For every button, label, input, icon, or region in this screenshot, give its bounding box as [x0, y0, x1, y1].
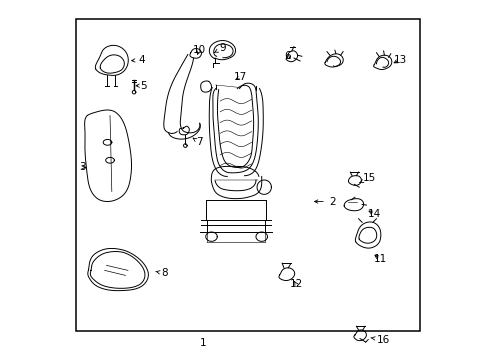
Text: 8: 8 — [156, 268, 167, 278]
Text: 9: 9 — [214, 43, 225, 53]
Text: 13: 13 — [392, 55, 406, 65]
Text: 15: 15 — [359, 173, 375, 183]
Text: 7: 7 — [193, 138, 203, 147]
Text: 17: 17 — [233, 72, 246, 82]
Text: 3: 3 — [79, 162, 85, 172]
Bar — [76, 19, 419, 330]
Text: 1: 1 — [200, 338, 206, 348]
Text: 6: 6 — [284, 51, 290, 61]
Text: 4: 4 — [131, 55, 145, 65]
Text: 2: 2 — [314, 197, 335, 207]
Text: 16: 16 — [370, 334, 389, 345]
Text: 5: 5 — [136, 81, 147, 91]
Text: 14: 14 — [367, 209, 381, 219]
Text: 10: 10 — [192, 45, 205, 55]
Text: 11: 11 — [373, 254, 386, 264]
Text: 12: 12 — [289, 279, 302, 289]
